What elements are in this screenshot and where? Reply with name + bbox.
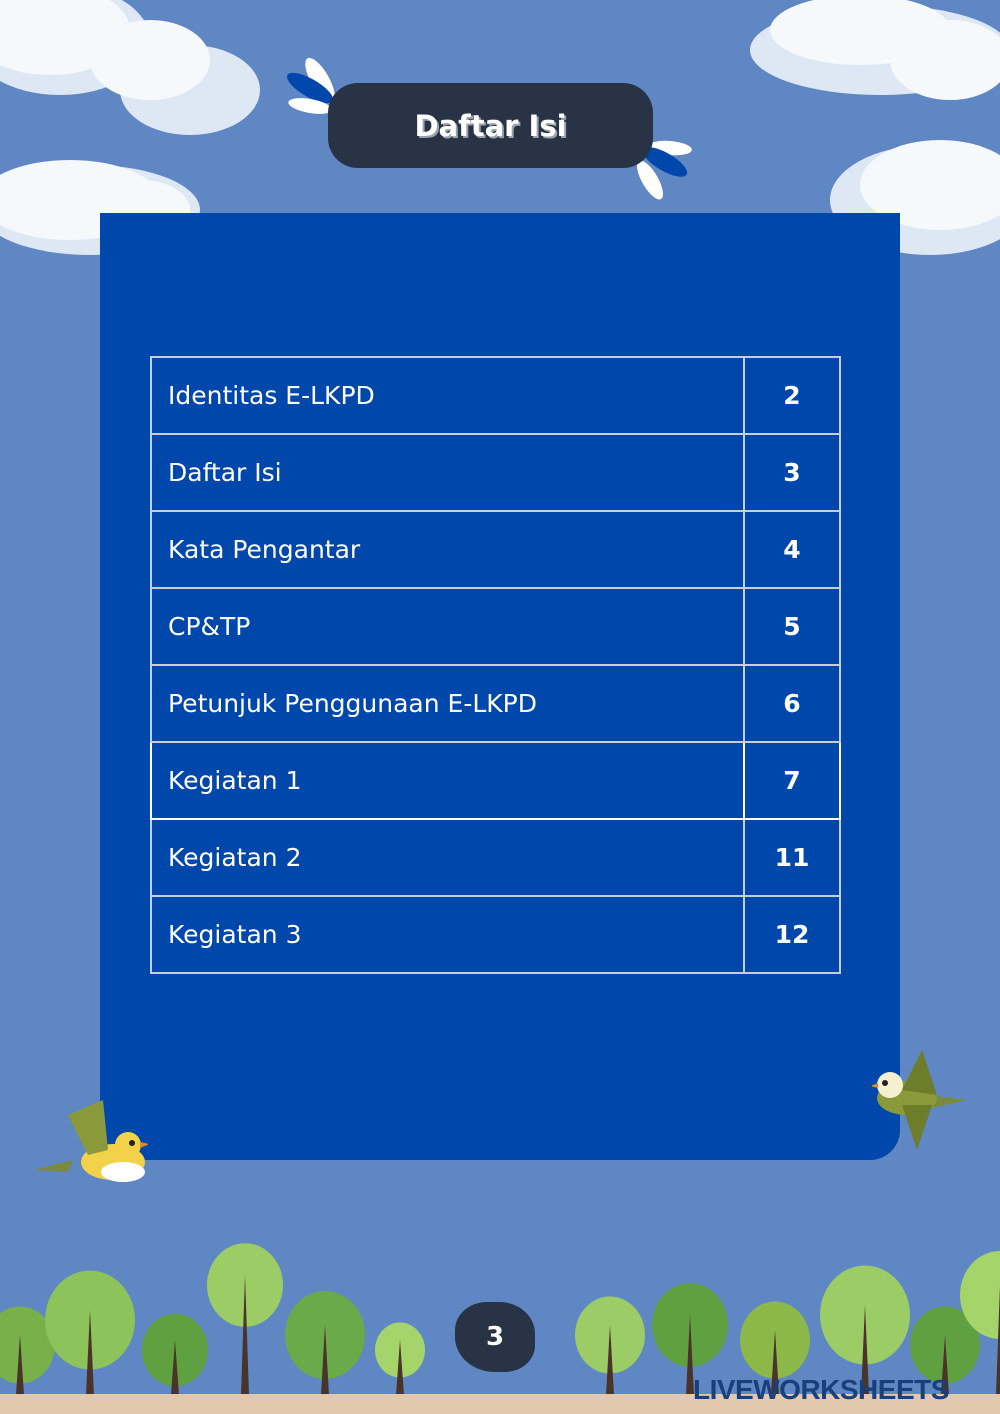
toc-row: Identitas E-LKPD 2: [150, 356, 841, 435]
tree: [740, 1301, 810, 1395]
page-number-badge: 3: [455, 1302, 535, 1372]
toc-page: 7: [743, 741, 841, 820]
tree: [0, 1306, 55, 1395]
toc-label: Kegiatan 1: [150, 741, 745, 820]
toc-page: 11: [743, 818, 841, 897]
toc-label: Kegiatan 2: [150, 818, 745, 897]
tree: [375, 1322, 425, 1395]
toc-page: 5: [743, 587, 841, 666]
tree: [575, 1296, 645, 1395]
toc-row: Petunjuk Penggunaan E-LKPD 6: [150, 664, 841, 743]
toc-row: CP&TP 5: [150, 587, 841, 666]
title-badge: Daftar Isi: [328, 83, 653, 168]
toc-page: 4: [743, 510, 841, 589]
toc-row: Kata Pengantar 4: [150, 510, 841, 589]
toc-label: Identitas E-LKPD: [150, 356, 745, 435]
liveworksheets-logo: LIVEWORKSHEETS: [693, 1374, 949, 1406]
toc-label: Petunjuk Penggunaan E-LKPD: [150, 664, 745, 743]
trees-illustration: [0, 1243, 1000, 1395]
toc-row: Kegiatan 3 12: [150, 895, 841, 974]
tree: [45, 1270, 135, 1395]
toc-row: Kegiatan 2 11: [150, 818, 841, 897]
bird-right-illustration: [872, 1050, 967, 1150]
tree: [910, 1306, 980, 1395]
toc-row: Daftar Isi 3: [150, 433, 841, 512]
splash-decoration: [287, 57, 692, 200]
tree: [207, 1243, 283, 1395]
ground: [0, 1394, 1000, 1414]
tree: [652, 1283, 728, 1395]
tree: [820, 1265, 910, 1395]
toc-label: CP&TP: [150, 587, 745, 666]
clouds-decoration: [0, 0, 1000, 255]
toc-label: Kegiatan 3: [150, 895, 745, 974]
tree: [960, 1251, 1000, 1395]
toc-label: Daftar Isi: [150, 433, 745, 512]
page-title: Daftar Isi: [414, 108, 567, 143]
toc-page: 6: [743, 664, 841, 743]
table-of-contents: Identitas E-LKPD 2 Daftar Isi 3 Kata Pengant…: [150, 356, 841, 974]
toc-page: 2: [743, 356, 841, 435]
toc-page: 3: [743, 433, 841, 512]
bird-left-illustration: [33, 1100, 148, 1182]
page-number: 3: [485, 1322, 505, 1352]
watermark-text: LIVEWORKSHEETS: [693, 1374, 949, 1405]
toc-label: Kata Pengantar: [150, 510, 745, 589]
toc-page: 12: [743, 895, 841, 974]
tree: [142, 1313, 208, 1395]
tree: [285, 1291, 365, 1395]
